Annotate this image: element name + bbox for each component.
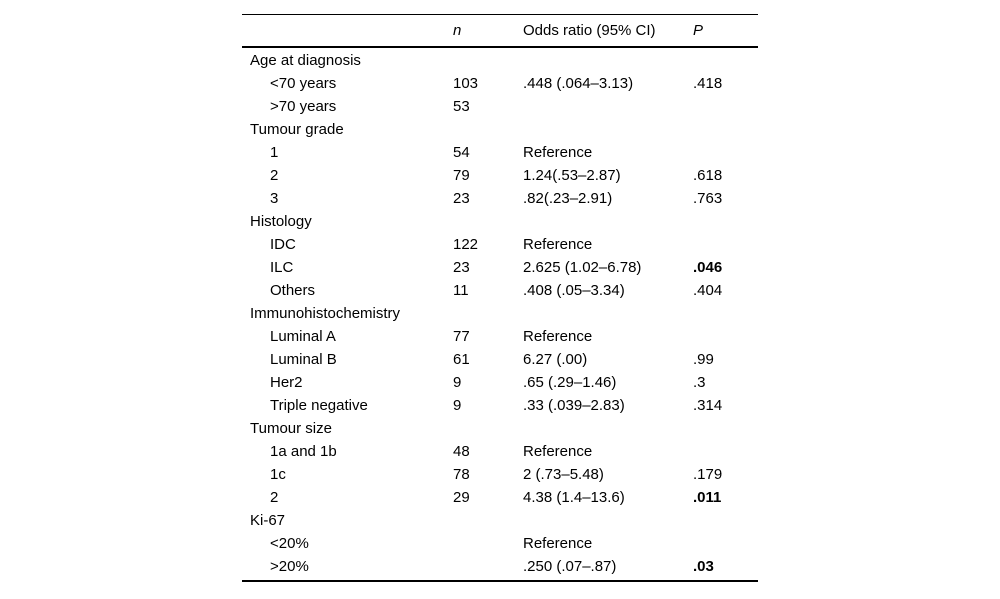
table-row: Others 11 .408 (.05–3.34) .404 — [242, 279, 758, 302]
cell-p-value: .179 — [693, 466, 723, 483]
table-group-row: Tumour grade — [242, 118, 758, 141]
row-label: >70 years — [270, 98, 337, 115]
row-label: IDC — [270, 236, 296, 253]
table-group-row: Tumour size — [242, 417, 758, 440]
cell-odds-ratio: .33 (.039–2.83) — [523, 397, 625, 414]
header-odds-ratio: Odds ratio (95% CI) — [523, 22, 656, 39]
cell-n: 9 — [453, 397, 462, 414]
table-row: IDC 122 Reference — [242, 233, 758, 256]
cell-odds-ratio: Reference — [523, 535, 593, 552]
row-label: Others — [270, 282, 316, 299]
cell-p-value: .011 — [693, 489, 722, 506]
table-row: Luminal B 61 6.27 (.00) .99 — [242, 348, 758, 371]
cell-n: 23 — [453, 259, 470, 276]
table-group-row: Histology — [242, 210, 758, 233]
cell-n: 29 — [453, 489, 470, 506]
table-row: 2 79 1.24(.53–2.87) .618 — [242, 164, 758, 187]
table-top-rule — [242, 14, 758, 15]
cell-p-value: .404 — [693, 282, 723, 299]
cell-odds-ratio: Reference — [523, 236, 593, 253]
row-group-label: Ki-67 — [250, 512, 286, 529]
row-group-label: Tumour grade — [250, 121, 344, 138]
row-label: 1c — [270, 466, 286, 483]
table-row: Her2 9 .65 (.29–1.46) .3 — [242, 371, 758, 394]
cell-n: 122 — [453, 236, 479, 253]
row-label: Luminal B — [270, 351, 337, 368]
row-label: Triple negative — [270, 397, 368, 414]
cell-odds-ratio: .82(.23–2.91) — [523, 190, 613, 207]
cell-p-value: .418 — [693, 75, 723, 92]
table-row: >20% .250 (.07–.87) .03 — [242, 555, 758, 578]
cell-p-value: .618 — [693, 167, 723, 184]
header-n: n — [453, 22, 462, 39]
odds-ratio-table: n Odds ratio (95% CI) P Age at diagnosis… — [242, 0, 758, 599]
row-label: 3 — [270, 190, 279, 207]
cell-odds-ratio: .408 (.05–3.34) — [523, 282, 625, 299]
table-row: 1c 78 2 (.73–5.48) .179 — [242, 463, 758, 486]
row-group-label: Histology — [250, 213, 312, 230]
row-group-label: Age at diagnosis — [250, 52, 361, 69]
table-header-rule — [242, 46, 758, 48]
table-body: Age at diagnosis <70 years 103 .448 (.064–3… — [242, 49, 758, 578]
cell-n: 103 — [453, 75, 479, 92]
cell-p-value: .046 — [693, 259, 723, 276]
cell-n: 61 — [453, 351, 470, 368]
cell-p-value: .3 — [693, 374, 706, 391]
row-label: 2 — [270, 489, 279, 506]
row-label: Her2 — [270, 374, 303, 391]
cell-n: 54 — [453, 144, 470, 161]
cell-odds-ratio: Reference — [523, 144, 593, 161]
row-label: ILC — [270, 259, 294, 276]
cell-n: 9 — [453, 374, 462, 391]
table-row: ILC 23 2.625 (1.02–6.78) .046 — [242, 256, 758, 279]
cell-p-value: .314 — [693, 397, 723, 414]
table-group-row: Immunohistochemistry — [242, 302, 758, 325]
cell-odds-ratio: 6.27 (.00) — [523, 351, 588, 368]
cell-n: 48 — [453, 443, 470, 460]
cell-odds-ratio: Reference — [523, 443, 593, 460]
cell-odds-ratio: 2 (.73–5.48) — [523, 466, 604, 483]
cell-odds-ratio: 4.38 (1.4–13.6) — [523, 489, 625, 506]
cell-odds-ratio: Reference — [523, 328, 593, 345]
table-group-row: Age at diagnosis — [242, 49, 758, 72]
cell-n: 77 — [453, 328, 470, 345]
row-group-label: Tumour size — [250, 420, 332, 437]
cell-n: 11 — [453, 282, 469, 299]
table-row: >70 years 53 — [242, 95, 758, 118]
row-label: 1a and 1b — [270, 443, 337, 460]
row-label: >20% — [270, 558, 309, 575]
row-label: Luminal A — [270, 328, 336, 345]
cell-odds-ratio: .250 (.07–.87) — [523, 558, 617, 575]
cell-p-value: .03 — [693, 558, 714, 575]
table-bottom-rule — [242, 580, 758, 582]
row-label: <20% — [270, 535, 309, 552]
row-label: <70 years — [270, 75, 337, 92]
table-row: 2 29 4.38 (1.4–13.6) .011 — [242, 486, 758, 509]
cell-n: 53 — [453, 98, 470, 115]
cell-n: 78 — [453, 466, 470, 483]
table-header-row: n Odds ratio (95% CI) P — [242, 15, 758, 46]
cell-odds-ratio: 1.24(.53–2.87) — [523, 167, 621, 184]
row-group-label: Immunohistochemistry — [250, 305, 401, 322]
row-label: 2 — [270, 167, 279, 184]
table-row: 1a and 1b 48 Reference — [242, 440, 758, 463]
cell-odds-ratio: 2.625 (1.02–6.78) — [523, 259, 642, 276]
cell-n: 23 — [453, 190, 470, 207]
table-row: 3 23 .82(.23–2.91) .763 — [242, 187, 758, 210]
table-row: 1 54 Reference — [242, 141, 758, 164]
row-label: 1 — [270, 144, 279, 161]
header-p: P — [693, 22, 704, 39]
cell-p-value: .763 — [693, 190, 723, 207]
cell-n: 79 — [453, 167, 470, 184]
cell-odds-ratio: .448 (.064–3.13) — [523, 75, 634, 92]
table-row: Triple negative 9 .33 (.039–2.83) .314 — [242, 394, 758, 417]
table-row: <70 years 103 .448 (.064–3.13) .418 — [242, 72, 758, 95]
table-row: Luminal A 77 Reference — [242, 325, 758, 348]
table-row: <20% Reference — [242, 532, 758, 555]
table-group-row: Ki-67 — [242, 509, 758, 532]
cell-odds-ratio: .65 (.29–1.46) — [523, 374, 617, 391]
cell-p-value: .99 — [693, 351, 714, 368]
